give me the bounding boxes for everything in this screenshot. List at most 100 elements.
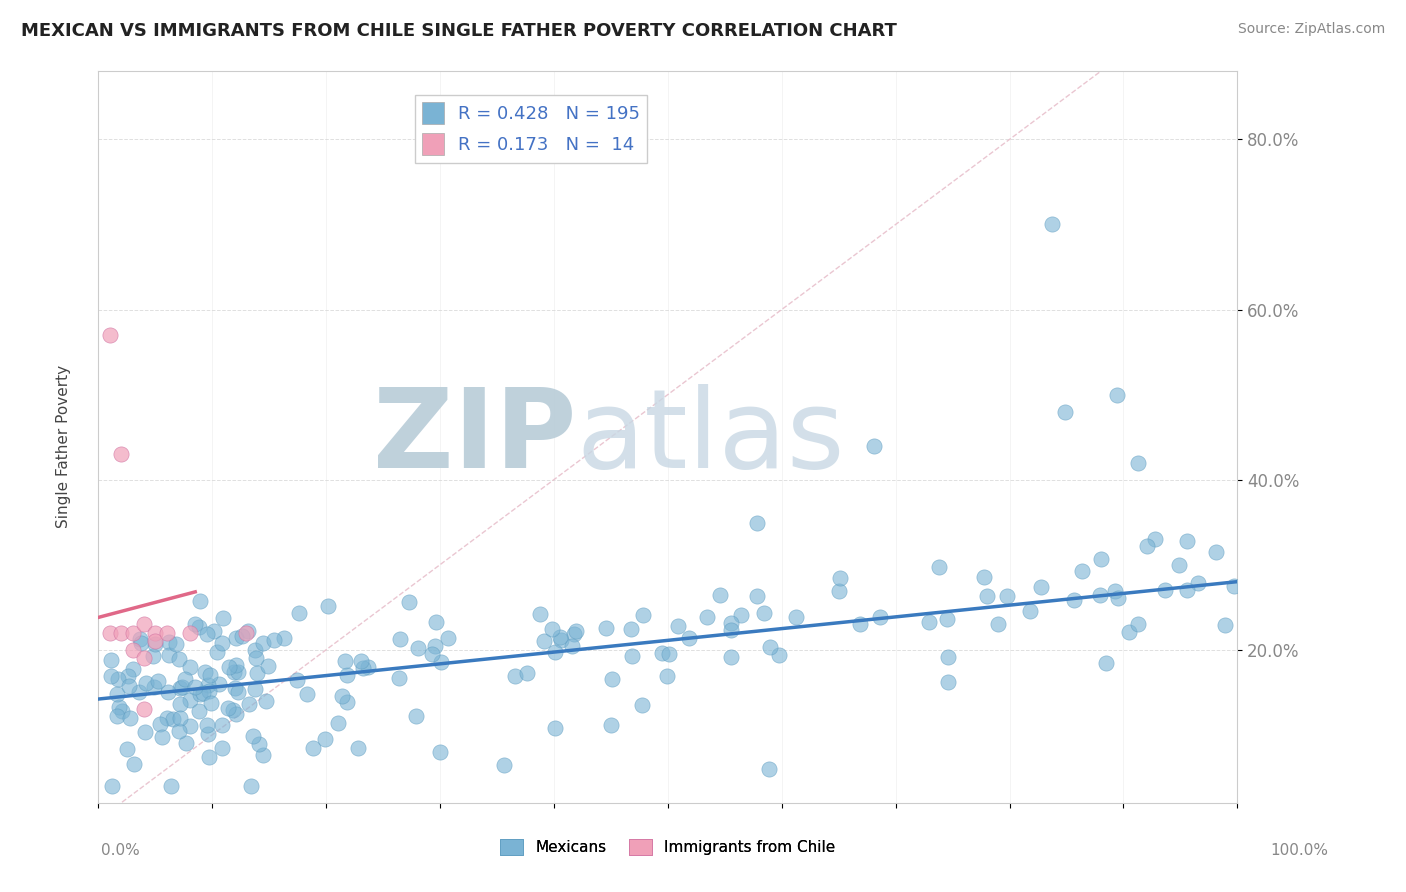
Point bbox=[239, 779, 262, 793]
Point bbox=[224, 681, 246, 695]
Point bbox=[159, 779, 181, 793]
Legend: R = 0.428   N = 195, R = 0.173   N =  14: R = 0.428 N = 195, R = 0.173 N = 14 bbox=[415, 95, 648, 162]
Point bbox=[246, 666, 269, 681]
Point bbox=[301, 741, 323, 756]
Point bbox=[425, 615, 447, 630]
Point bbox=[1029, 580, 1052, 594]
Point bbox=[197, 718, 219, 732]
Point bbox=[928, 559, 950, 574]
Point bbox=[117, 669, 139, 683]
Text: MEXICAN VS IMMIGRANTS FROM CHILE SINGLE FATHER POVERTY CORRELATION CHART: MEXICAN VS IMMIGRANTS FROM CHILE SINGLE … bbox=[21, 22, 897, 40]
Point bbox=[869, 609, 891, 624]
Point bbox=[225, 706, 247, 721]
Point bbox=[179, 693, 201, 707]
Point bbox=[188, 704, 211, 718]
Point bbox=[226, 665, 249, 679]
Point bbox=[198, 750, 221, 764]
Point bbox=[197, 727, 219, 741]
Point bbox=[100, 653, 122, 667]
Point bbox=[110, 625, 132, 640]
Point bbox=[211, 636, 233, 650]
Point bbox=[193, 685, 215, 699]
Point bbox=[169, 681, 191, 696]
Point bbox=[429, 745, 451, 759]
Point bbox=[1088, 588, 1111, 602]
Point bbox=[211, 740, 233, 755]
Point bbox=[170, 681, 193, 695]
Point bbox=[678, 631, 700, 645]
Point bbox=[101, 779, 124, 793]
Point bbox=[1040, 218, 1063, 232]
Point bbox=[179, 719, 201, 733]
Point bbox=[190, 688, 212, 702]
Point bbox=[211, 718, 233, 732]
Point bbox=[550, 633, 572, 648]
Point bbox=[287, 606, 309, 620]
Point bbox=[768, 648, 790, 662]
Point bbox=[745, 589, 768, 603]
Point bbox=[174, 736, 197, 750]
Point bbox=[142, 648, 165, 663]
Point bbox=[326, 715, 349, 730]
Point bbox=[541, 623, 564, 637]
Point bbox=[143, 637, 166, 651]
Point bbox=[169, 697, 191, 711]
Point bbox=[651, 646, 673, 660]
Point bbox=[118, 679, 141, 693]
Point bbox=[759, 640, 782, 655]
Point bbox=[561, 639, 583, 653]
Point bbox=[696, 610, 718, 624]
Text: 100.0%: 100.0% bbox=[1271, 843, 1329, 858]
Point bbox=[754, 606, 776, 620]
Point bbox=[655, 668, 678, 682]
Point bbox=[184, 680, 207, 694]
Point bbox=[142, 680, 165, 694]
Point bbox=[550, 630, 572, 644]
Point bbox=[595, 621, 617, 635]
Point bbox=[231, 629, 253, 643]
Point bbox=[758, 762, 780, 776]
Point bbox=[225, 631, 247, 645]
Point bbox=[108, 700, 131, 714]
Point bbox=[544, 721, 567, 735]
Point bbox=[621, 648, 644, 663]
Point bbox=[135, 676, 157, 690]
Point bbox=[405, 708, 427, 723]
Point bbox=[129, 632, 152, 646]
Point bbox=[156, 711, 179, 725]
Point bbox=[1187, 576, 1209, 591]
Point bbox=[388, 671, 411, 685]
Point bbox=[1213, 618, 1236, 632]
Point bbox=[225, 658, 247, 673]
Point bbox=[157, 634, 180, 648]
Point bbox=[600, 718, 623, 732]
Point bbox=[1205, 545, 1227, 559]
Point bbox=[115, 742, 138, 756]
Point bbox=[430, 655, 453, 669]
Point bbox=[132, 702, 155, 716]
Point bbox=[238, 697, 260, 711]
Point bbox=[226, 685, 249, 699]
Point bbox=[118, 711, 141, 725]
Point bbox=[110, 447, 132, 461]
Point bbox=[242, 729, 264, 743]
Text: 0.0%: 0.0% bbox=[101, 843, 141, 858]
Point bbox=[150, 730, 173, 744]
Point bbox=[389, 632, 412, 647]
Point bbox=[100, 669, 122, 683]
Point bbox=[273, 631, 295, 645]
Point bbox=[565, 624, 588, 639]
Point bbox=[720, 623, 742, 637]
Point bbox=[529, 607, 551, 621]
Point bbox=[188, 619, 211, 633]
Point bbox=[184, 616, 207, 631]
Point bbox=[938, 674, 960, 689]
Point bbox=[105, 709, 128, 723]
Point bbox=[156, 625, 179, 640]
Point bbox=[492, 757, 515, 772]
Point bbox=[1118, 625, 1140, 640]
Point bbox=[198, 668, 221, 682]
Point bbox=[352, 661, 374, 675]
Point bbox=[157, 648, 180, 662]
Point bbox=[121, 662, 143, 676]
